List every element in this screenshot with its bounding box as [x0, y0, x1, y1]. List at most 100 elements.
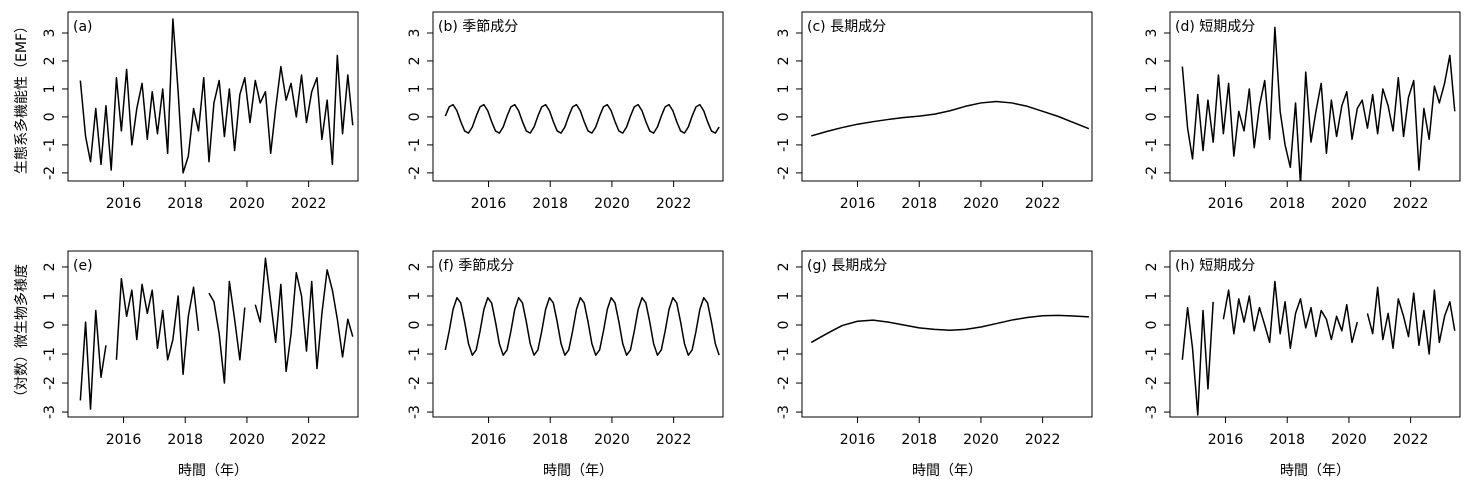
y-tick-label: -1: [42, 138, 58, 152]
panel: -2 -1 0 1 2 3 2016 2018 2020 2022 (a) 生態系多機能性（EMF）: [13, 11, 359, 212]
y-tick-label: -1: [407, 347, 423, 361]
y-tick-label: 3: [1144, 29, 1160, 38]
x-tick-label: 2022: [1025, 196, 1061, 212]
data-line: [79, 18, 354, 174]
y-tick-label: 2: [1144, 263, 1160, 272]
data-line: [1181, 26, 1456, 181]
x-tick-label: 2020: [594, 196, 630, 212]
data-line: [444, 296, 720, 356]
x-tick-label: 2022: [1025, 432, 1061, 448]
data-line: [79, 257, 354, 410]
plot-frame: [1169, 250, 1461, 418]
y-axis-label: 生態系多機能性（EMF）: [13, 19, 30, 174]
y-tick-label: 2: [776, 263, 792, 272]
x-tick-label: 2016: [840, 432, 876, 448]
y-tick-label: 3: [407, 29, 423, 38]
x-tick-label: 2018: [901, 432, 937, 448]
y-tick-label: -3: [776, 405, 792, 419]
y-tick-label: -1: [1144, 347, 1160, 361]
y-tick-label: 0: [1144, 321, 1160, 330]
x-tick-label: 2018: [1269, 196, 1305, 212]
panel-title: (e): [73, 258, 93, 274]
y-tick-label: 3: [776, 29, 792, 38]
y-tick-label: 2: [42, 263, 58, 272]
plot-frame: [432, 11, 724, 182]
plot-frame: [801, 250, 1093, 418]
y-tick-label: -2: [42, 376, 58, 390]
x-tick-label: 2020: [1331, 432, 1367, 448]
x-tick-label: 2022: [291, 196, 327, 212]
x-axis-label: 時間（年）: [178, 463, 248, 479]
y-tick-label: 1: [1144, 292, 1160, 301]
data-line: [1181, 280, 1456, 416]
x-tick-label: 2020: [229, 432, 265, 448]
plot-frame: [801, 11, 1093, 182]
panel-title: (f) 季節成分: [438, 257, 514, 274]
data-line: [811, 100, 1090, 137]
y-tick-label: 1: [1144, 84, 1160, 93]
y-tick-label: 2: [407, 263, 423, 272]
y-tick-label: 1: [42, 84, 58, 93]
y-tick-label: 0: [407, 321, 423, 330]
panel-title: (b) 季節成分: [438, 18, 518, 35]
y-tick-label: 0: [407, 112, 423, 121]
x-axis-label: 時間（年）: [1280, 463, 1350, 479]
x-tick-label: 2020: [963, 196, 999, 212]
panel-title: (a): [73, 19, 93, 35]
x-tick-label: 2016: [106, 196, 142, 212]
x-tick-label: 2018: [167, 196, 203, 212]
x-tick-label: 2018: [901, 196, 937, 212]
y-tick-label: -2: [1144, 166, 1160, 180]
y-tick-label: -3: [42, 405, 58, 419]
panel: -2 -1 0 1 2 3 2016 2018 2020 2022 (d) 短期成分: [1144, 11, 1461, 212]
x-tick-label: 2018: [1269, 432, 1305, 448]
x-tick-label: 2016: [840, 196, 876, 212]
y-tick-label: -2: [776, 166, 792, 180]
y-tick-label: -1: [776, 138, 792, 152]
x-tick-label: 2020: [1331, 196, 1367, 212]
panel-title: (d) 短期成分: [1175, 19, 1255, 35]
y-tick-label: -2: [407, 376, 423, 390]
x-tick-label: 2020: [963, 432, 999, 448]
y-tick-label: 2: [42, 57, 58, 66]
plot-frame: [67, 11, 359, 182]
y-tick-label: 1: [42, 292, 58, 301]
y-tick-label: 2: [407, 57, 423, 66]
y-tick-label: -3: [1144, 405, 1160, 419]
x-tick-label: 2018: [532, 196, 568, 212]
x-tick-label: 2016: [471, 432, 507, 448]
y-tick-label: -2: [776, 376, 792, 390]
data-line: [444, 103, 720, 134]
x-tick-label: 2022: [656, 432, 692, 448]
panel-title: (g) 長期成分: [807, 258, 887, 274]
y-tick-label: 0: [42, 112, 58, 121]
y-tick-label: 1: [407, 84, 423, 93]
plot-frame: [67, 250, 359, 418]
y-axis-label: （対数）微生物多様度: [13, 264, 30, 404]
plot-frame: [1169, 11, 1461, 182]
y-tick-label: 0: [776, 321, 792, 330]
x-tick-label: 2018: [167, 432, 203, 448]
panel: -2 -1 0 1 2 3 2016 2018 2020 2022 (c) 長期成分: [776, 11, 1093, 212]
y-tick-label: -2: [407, 166, 423, 180]
panel-title: (h) 短期成分: [1175, 258, 1255, 274]
x-axis-label: 時間（年）: [543, 463, 613, 479]
x-tick-label: 2022: [656, 196, 692, 212]
y-tick-label: -3: [407, 405, 423, 419]
x-tick-label: 2016: [1208, 432, 1244, 448]
panel: -2 -1 0 1 2 3 2016 2018 2020 2022 (b) 季節成分: [407, 11, 724, 212]
y-tick-label: 0: [776, 112, 792, 121]
x-tick-label: 2016: [1208, 196, 1244, 212]
y-tick-label: 1: [776, 84, 792, 93]
panel: -3 -2 -1 0 1 2 2016 2018 2020 2022 (e) （対数）微生物多様度時間…: [13, 250, 359, 479]
y-tick-label: 3: [42, 29, 58, 38]
y-tick-label: 2: [776, 57, 792, 66]
panel-title: (c) 長期成分: [807, 19, 886, 35]
y-tick-label: -1: [407, 138, 423, 152]
y-tick-label: 1: [776, 292, 792, 301]
data-line: [810, 314, 1089, 344]
